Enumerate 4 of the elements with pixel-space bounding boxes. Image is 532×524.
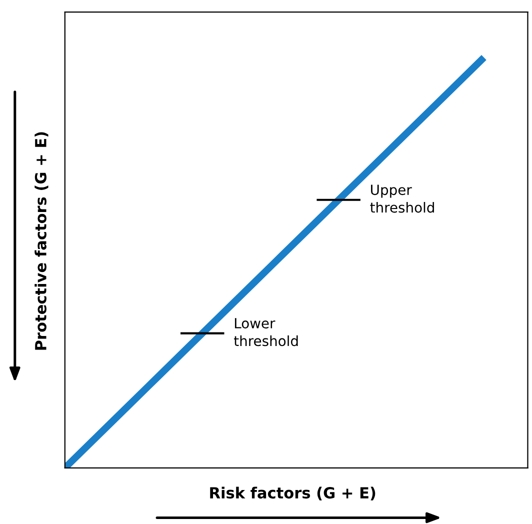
ref-line-label: Upper threshold xyxy=(370,184,434,213)
x-axis-title: Risk factors (G + E) xyxy=(210,486,376,500)
y-axis-title: Protective factors (G + E) xyxy=(34,132,48,350)
ref-line-label: Lower threshold xyxy=(234,318,298,346)
